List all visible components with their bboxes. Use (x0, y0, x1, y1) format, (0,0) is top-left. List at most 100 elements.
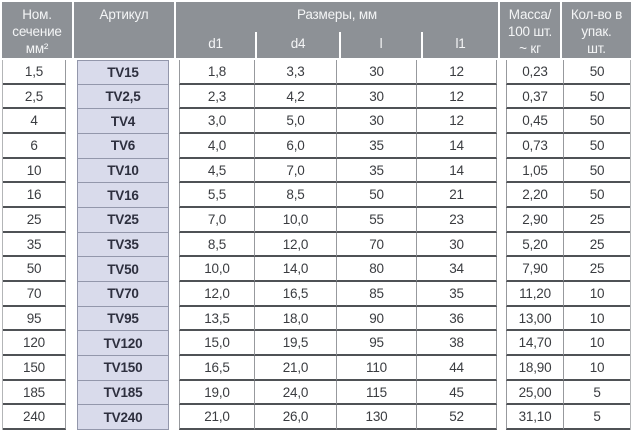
cell-mass: 5,20 (506, 232, 564, 258)
header-dimensions-group: Размеры, мм d1 d4 l l1 (176, 2, 498, 58)
table-row: 120 TV120 15,0 19,5 95 38 14,70 10 (3, 331, 630, 357)
cell-d1: 7,0 (179, 208, 255, 233)
cell-article: TV16 (77, 183, 169, 209)
cell-article: TV240 (77, 405, 169, 431)
cell-article: TV185 (77, 380, 169, 406)
cell-article: TV15 (77, 60, 169, 85)
cell-l1: 14 (417, 134, 497, 159)
cell-quantity: 50 (564, 134, 630, 159)
table-row: 1,5 TV15 1,8 3,3 30 12 0,23 50 (3, 60, 630, 85)
cell-mass: 18,90 (506, 356, 564, 381)
header-article: Артикул (74, 2, 174, 58)
cell-d4: 7,0 (255, 158, 337, 184)
table-body: 1,5 TV15 1,8 3,3 30 12 0,23 50 2,5 TV2,5… (2, 60, 631, 431)
cell-mass: 0,45 (506, 109, 564, 135)
cell-d1: 4,0 (179, 134, 255, 159)
cell-mass: 0,23 (506, 60, 564, 85)
cell-l: 35 (337, 158, 417, 184)
cell-mass: 2,90 (506, 208, 564, 233)
cell-quantity: 50 (564, 159, 630, 184)
cell-l1: 12 (417, 84, 497, 110)
cell-quantity: 5 (564, 405, 630, 431)
cell-d4: 8,5 (255, 183, 337, 209)
table-row: 16 TV16 5,5 8,5 50 21 2,20 50 (3, 183, 630, 209)
cell-quantity: 50 (564, 60, 630, 85)
cell-article: TV2,5 (77, 84, 169, 110)
cell-d4: 19,5 (255, 331, 337, 357)
cell-d4: 26,0 (255, 405, 337, 431)
cell-d1: 3,0 (179, 109, 255, 135)
cell-l1: 30 (417, 232, 497, 258)
table-row: 25 TV25 7,0 10,0 55 23 2,90 25 (3, 208, 630, 233)
cell-l1: 44 (417, 356, 497, 381)
cell-article: TV25 (77, 208, 169, 233)
cell-mass: 25,00 (506, 380, 564, 406)
cell-l: 85 (337, 282, 417, 307)
cell-l: 110 (337, 356, 417, 381)
table-row: 150 TV150 16,5 21,0 110 44 18,90 10 (3, 356, 630, 381)
cell-quantity: 10 (564, 282, 630, 307)
cell-d4: 6,0 (255, 134, 337, 159)
cell-d4: 5,0 (255, 109, 337, 135)
table-row: 240 TV240 21,0 26,0 130 52 31,10 5 (3, 405, 630, 431)
cell-section: 70 (3, 282, 66, 307)
cell-article: TV4 (77, 109, 169, 135)
header-dimensions-title: Размеры, мм (176, 2, 498, 32)
cell-l: 30 (337, 109, 417, 135)
table-row: 4 TV4 3,0 5,0 30 12 0,45 50 (3, 109, 630, 135)
cell-l1: 36 (417, 306, 497, 332)
cell-l: 95 (337, 331, 417, 357)
cell-quantity: 5 (564, 381, 630, 406)
cell-quantity: 25 (564, 208, 630, 233)
cell-l1: 38 (417, 331, 497, 357)
cell-l1: 34 (417, 257, 497, 283)
table-row: 35 TV35 8,5 12,0 70 30 5,20 25 (3, 232, 630, 258)
table-row: 70 TV70 12,0 16,5 85 35 11,20 10 (3, 282, 630, 307)
cell-d1: 4,5 (179, 158, 255, 184)
cell-d4: 4,2 (255, 84, 337, 110)
header-dimensions-subrow: d1 d4 l l1 (176, 32, 498, 58)
cell-l1: 12 (417, 60, 497, 85)
cell-quantity: 25 (564, 257, 630, 283)
header-d1: d1 (176, 32, 255, 58)
cell-d4: 24,0 (255, 380, 337, 406)
cell-section: 10 (3, 158, 66, 184)
cell-l: 30 (337, 60, 417, 85)
cell-d1: 12,0 (179, 282, 255, 307)
cell-section: 6 (3, 134, 66, 159)
table-row: 6 TV6 4,0 6,0 35 14 0,73 50 (3, 134, 630, 159)
cell-d4: 3,3 (255, 60, 337, 85)
cell-section: 25 (3, 208, 66, 233)
cell-quantity: 10 (564, 331, 630, 357)
cell-d1: 13,5 (179, 306, 255, 332)
cell-quantity: 50 (564, 183, 630, 209)
cell-article: TV70 (77, 282, 169, 307)
cell-mass: 31,10 (506, 405, 564, 431)
header-l1: l1 (423, 32, 498, 58)
cell-section: 150 (3, 356, 66, 381)
cell-l: 50 (337, 183, 417, 209)
cell-article: TV150 (77, 356, 169, 381)
cell-mass: 0,37 (506, 84, 564, 110)
cell-mass: 7,90 (506, 257, 564, 283)
cell-l1: 52 (417, 405, 497, 431)
cell-section: 95 (3, 306, 66, 332)
cell-d1: 19,0 (179, 380, 255, 406)
cell-article: TV120 (77, 331, 169, 357)
cell-l1: 35 (417, 282, 497, 307)
header-l: l (341, 32, 421, 58)
cell-l: 30 (337, 84, 417, 110)
cell-l: 55 (337, 208, 417, 233)
cell-l: 80 (337, 257, 417, 283)
table-header: Ном. сечение мм² Артикул Размеры, мм d1 … (2, 2, 631, 58)
cell-l: 115 (337, 380, 417, 406)
header-nominal-section: Ном. сечение мм² (2, 2, 72, 58)
cell-l: 130 (337, 405, 417, 431)
cell-quantity: 50 (564, 85, 630, 110)
cell-section: 50 (3, 257, 66, 283)
cell-section: 1,5 (3, 60, 66, 85)
cell-mass: 14,70 (506, 331, 564, 357)
table-row: 185 TV185 19,0 24,0 115 45 25,00 5 (3, 380, 630, 406)
cell-mass: 1,05 (506, 158, 564, 184)
